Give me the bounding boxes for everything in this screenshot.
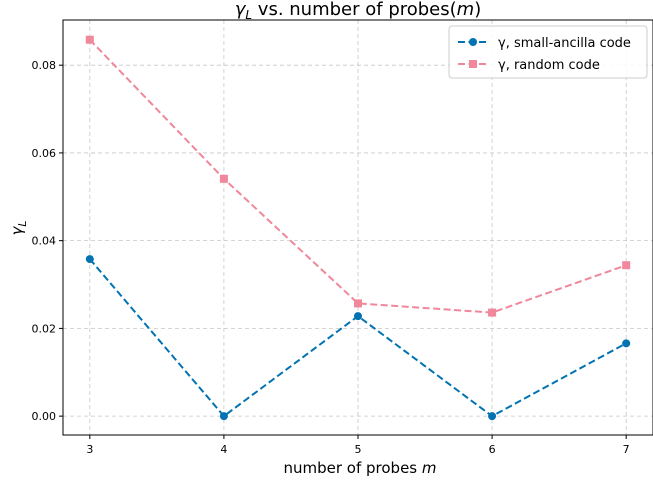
data-point (622, 339, 631, 348)
x-tick-label: 3 (86, 443, 93, 456)
legend-frame (448, 25, 648, 79)
data-point (85, 255, 94, 264)
data-point (488, 412, 497, 421)
data-point (354, 312, 362, 321)
y-tick-label: 0.08 (32, 59, 57, 72)
data-point (354, 299, 362, 308)
legend-label: γ, random code (498, 58, 600, 73)
legend: γ, small-ancilla code γ, random code (448, 25, 648, 79)
legend-marker (469, 38, 477, 46)
data-point (622, 261, 631, 270)
data-point (85, 35, 94, 44)
series-line-1 (89, 39, 627, 314)
x-tick-label: 5 (355, 443, 362, 456)
data-point (219, 174, 228, 183)
x-axis-label: number of probes m (283, 459, 436, 477)
y-tick-label: 0.04 (32, 235, 57, 248)
x-tick-label: 4 (220, 443, 227, 456)
series (85, 35, 631, 421)
x-tick-label: 6 (489, 443, 496, 456)
legend-label: γ, small-ancilla code (498, 36, 631, 51)
data-point (488, 308, 497, 317)
y-tick-label: 0.06 (32, 147, 57, 160)
y-tick-label: 0.00 (32, 410, 57, 423)
legend-marker (469, 60, 477, 68)
chart-title: γL vs. number of probes(m) (235, 0, 482, 22)
axes: 3 4 5 6 7 0.00 0.02 0.04 0.06 0.08 (32, 59, 630, 456)
y-axis-label: γL (8, 220, 29, 235)
data-point (219, 412, 228, 421)
y-tick-label: 0.02 (32, 322, 57, 335)
grid (63, 20, 653, 435)
x-tick-label: 7 (623, 443, 630, 456)
